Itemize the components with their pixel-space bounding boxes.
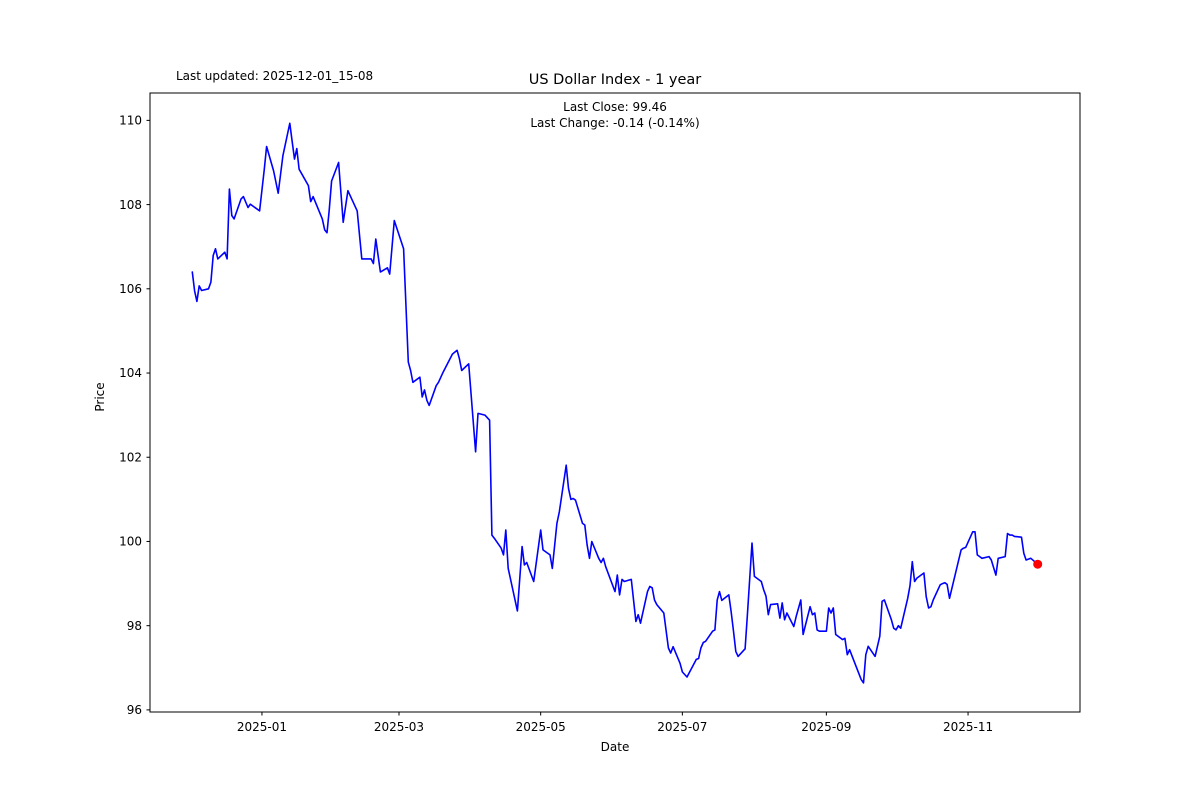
y-tick-label: 110	[119, 114, 142, 128]
last-updated-text: Last updated: 2025-12-01_15-08	[176, 69, 374, 83]
x-tick-label: 2025-07	[657, 720, 707, 734]
last-price-marker	[1033, 559, 1043, 569]
y-axis: 96 98 100 102 104 106 108 110	[119, 114, 150, 717]
last-change-text: Last Change: -0.14 (-0.14%)	[530, 116, 700, 130]
x-tick-label: 2025-03	[374, 720, 424, 734]
x-tick-label: 2025-01	[237, 720, 287, 734]
y-tick-label: 98	[127, 619, 142, 633]
x-tick-label: 2025-11	[943, 720, 993, 734]
x-axis-label: Date	[600, 740, 630, 754]
y-tick-label: 102	[119, 450, 142, 464]
x-axis: 2025-01 2025-03 2025-05 2025-07 2025-09 2025-…	[237, 712, 993, 734]
y-tick-label: 106	[119, 282, 142, 296]
chart-title: US Dollar Index - 1 year	[528, 72, 702, 88]
plot-area-frame	[149, 92, 1081, 713]
y-tick-label: 108	[119, 198, 142, 212]
y-tick-label: 104	[119, 366, 142, 380]
y-tick-label: 100	[119, 535, 142, 549]
x-tick-label: 2025-09	[801, 720, 851, 734]
x-tick-label: 2025-05	[516, 720, 566, 734]
price-line-series	[191, 122, 1039, 684]
last-close-text: Last Close: 99.46	[563, 100, 667, 114]
y-tick-label: 96	[127, 703, 142, 717]
